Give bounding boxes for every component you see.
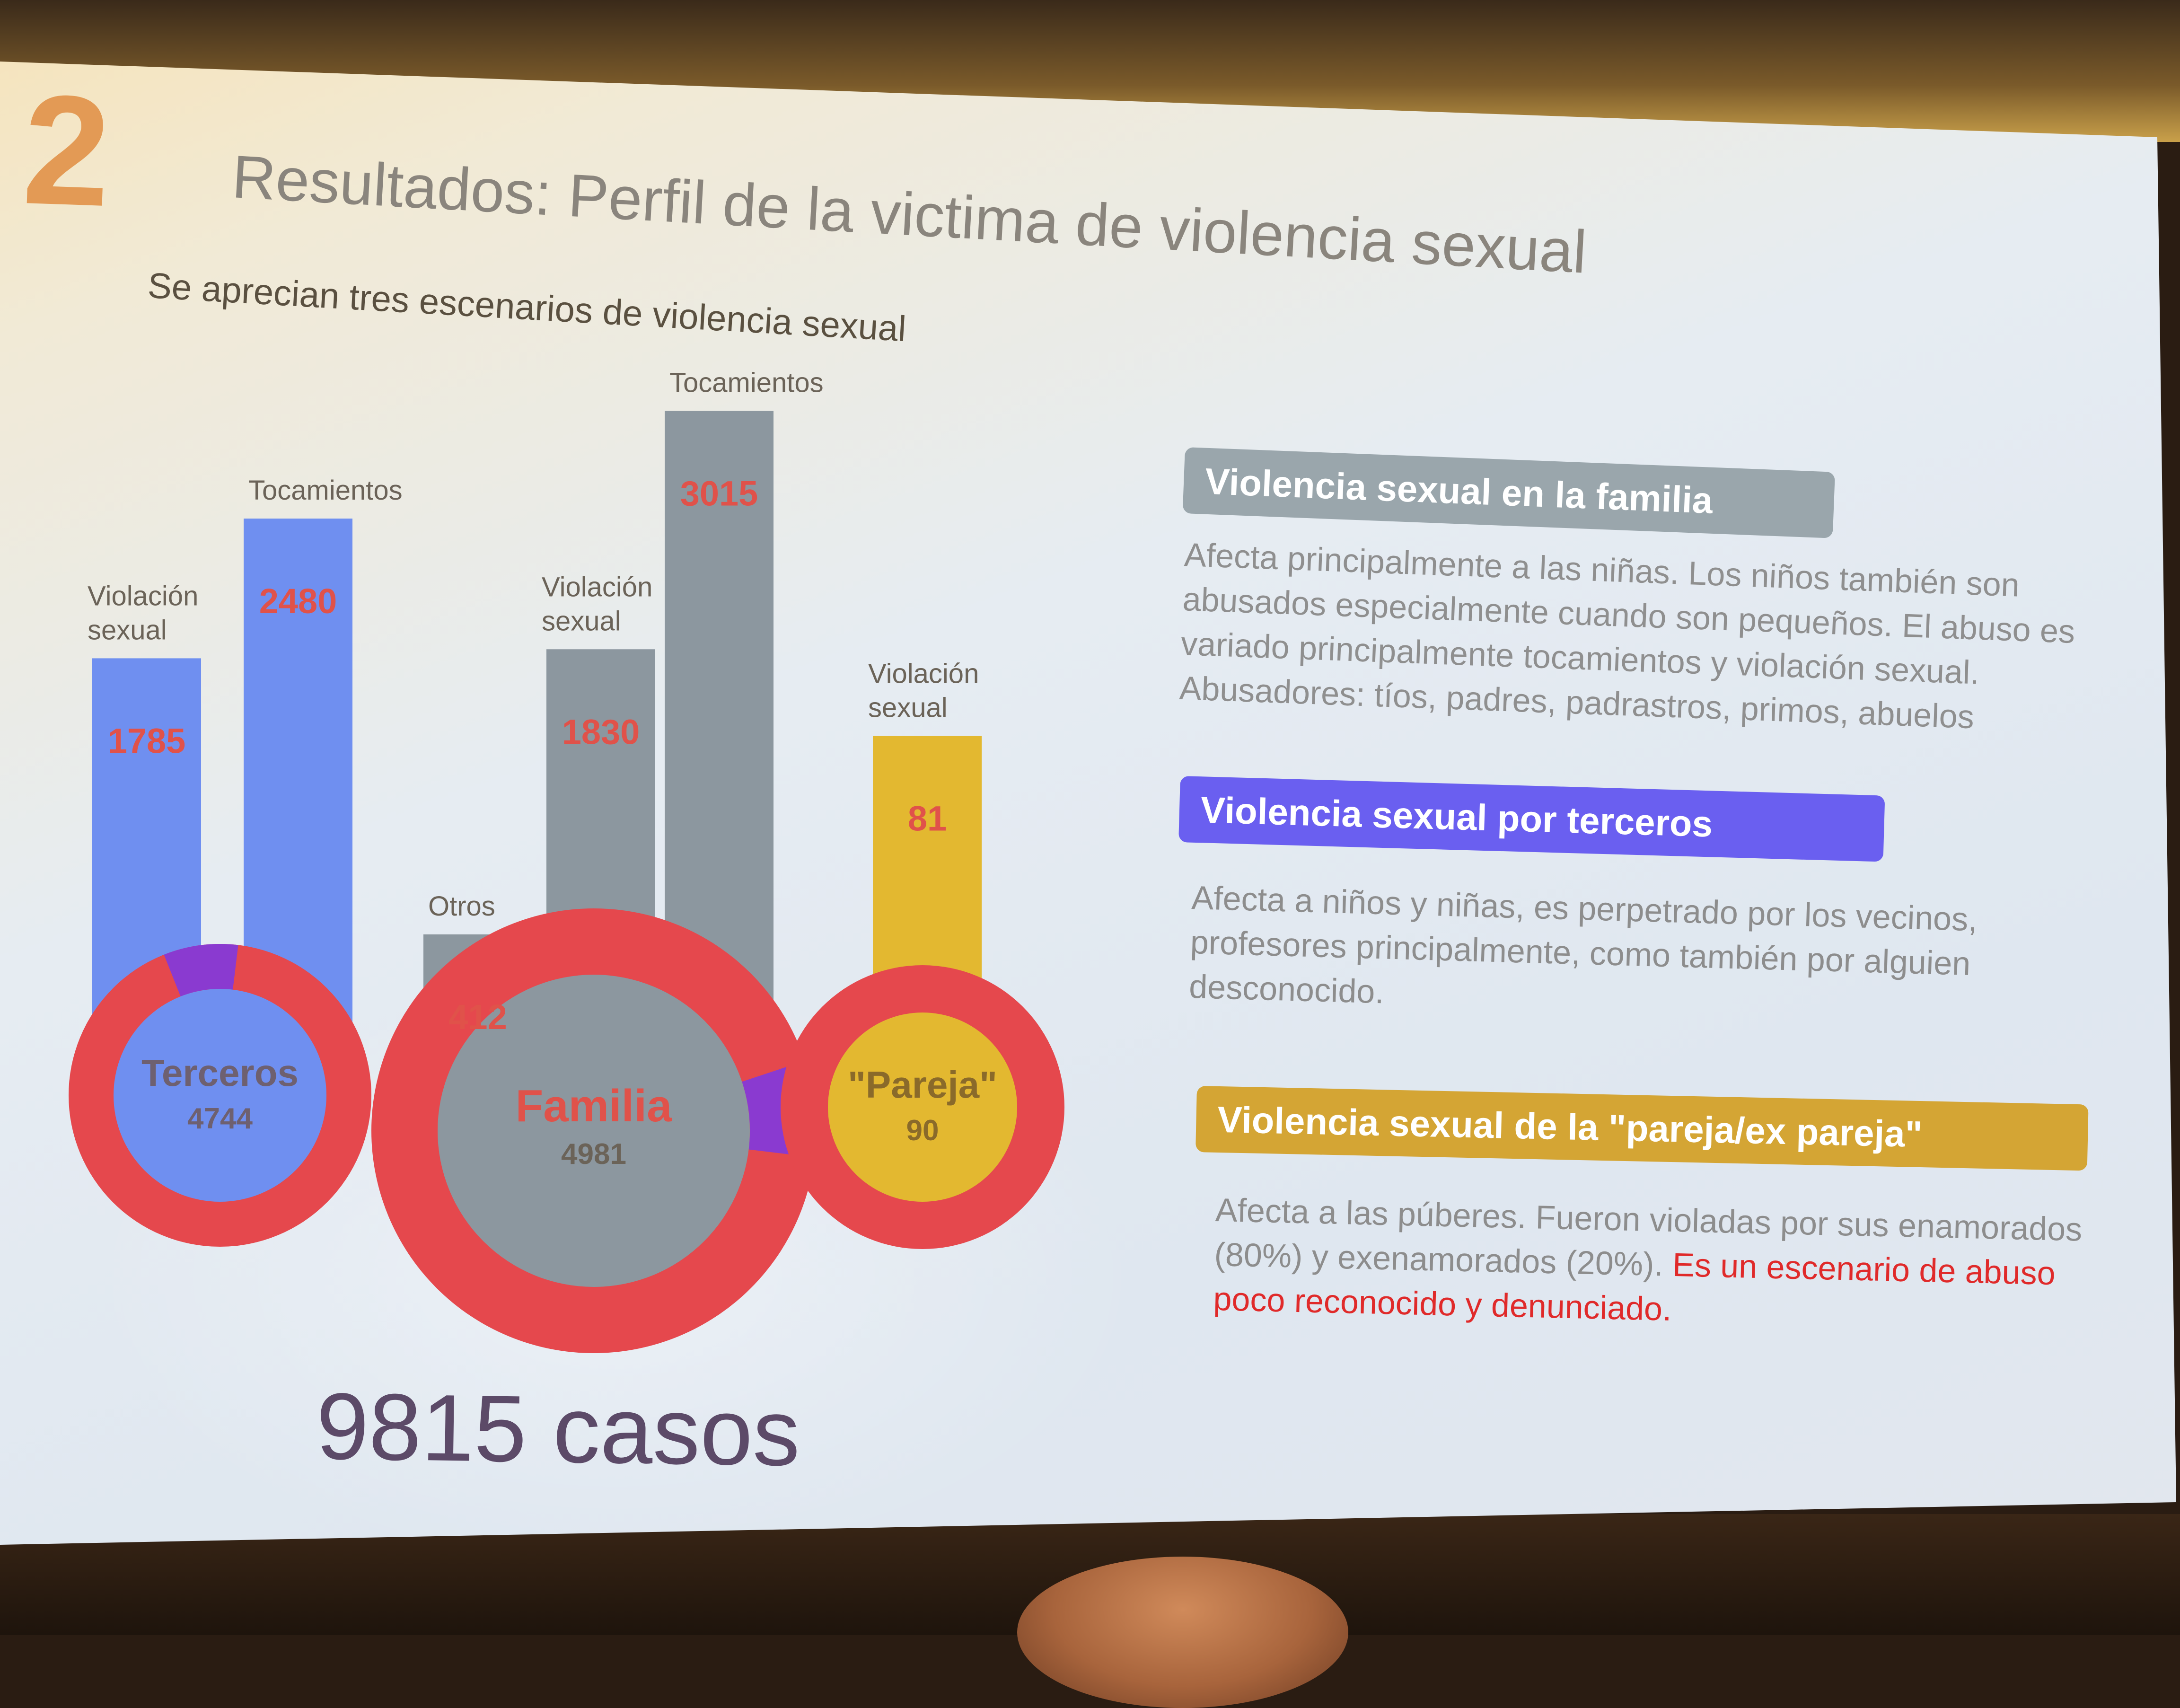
audience-head — [1017, 1557, 1348, 1708]
total-cases: 9815 casos — [316, 1372, 801, 1488]
pareja-card-text: Afecta a las púberes. Fueron violadas po… — [1213, 1188, 2086, 1341]
pareja-card-title: Violencia sexual de la "pareja/ex pareja… — [1195, 1086, 2089, 1171]
familia-card-text: Afecta principalmente a las niñas. Los n… — [1178, 532, 2083, 743]
familia-card-title: Violencia sexual en la familia — [1183, 447, 1835, 538]
terceros-card-title: Violencia sexual por terceros — [1178, 776, 1885, 862]
terceros-card-text: Afecta a niños y niñas, es perpetrado po… — [1188, 875, 2048, 1032]
